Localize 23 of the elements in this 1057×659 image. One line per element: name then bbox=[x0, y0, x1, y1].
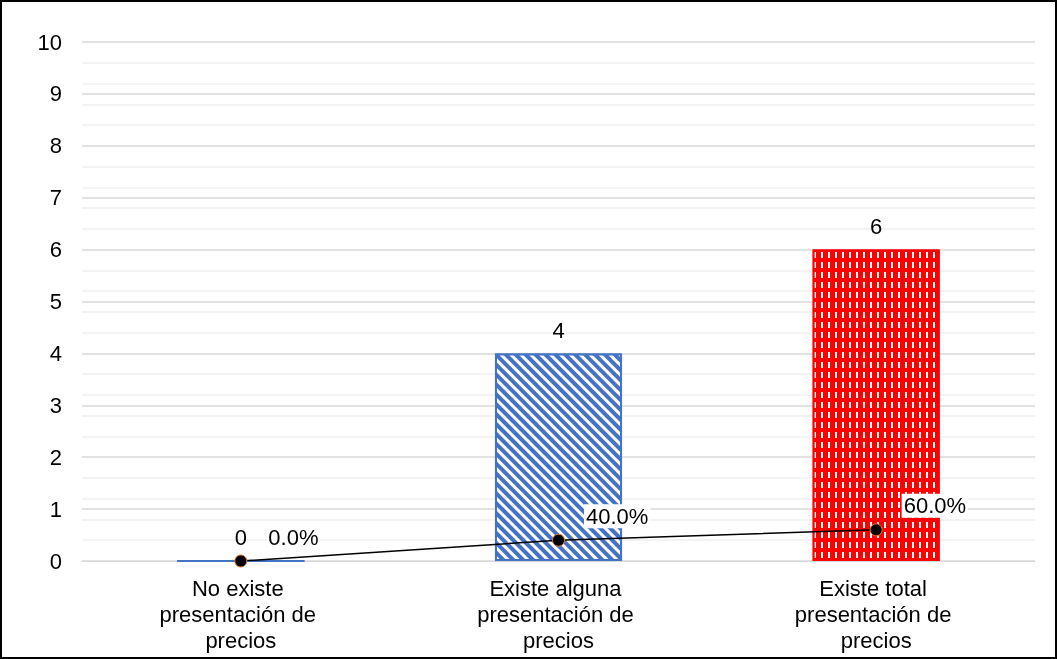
y-tick-label: 6 bbox=[49, 237, 62, 263]
y-tick-label: 0 bbox=[49, 548, 62, 574]
y-tick-label: 10 bbox=[37, 29, 62, 55]
point bbox=[552, 533, 565, 547]
data-label: 40.0% bbox=[586, 503, 649, 529]
y-tick-label: 4 bbox=[49, 340, 62, 366]
data-label: 0.0% bbox=[268, 524, 319, 550]
x-tick-label: Existe total presentación de precios bbox=[794, 575, 958, 653]
y-tick-label: 5 bbox=[49, 289, 62, 314]
y-tick-label: 2 bbox=[49, 444, 62, 470]
y-tick-label: 7 bbox=[49, 185, 62, 211]
y-tick-label: 1 bbox=[49, 496, 62, 522]
data-label: 0 bbox=[234, 524, 247, 550]
data-label: 60.0% bbox=[903, 493, 967, 519]
x-tick-label: Existe alguna presentación de precios bbox=[477, 575, 640, 653]
y-tick-label: 8 bbox=[49, 133, 62, 159]
x-tick-label: No existe presentación de precios bbox=[159, 575, 323, 653]
y-tick-label: 3 bbox=[49, 392, 62, 418]
point bbox=[869, 523, 883, 537]
data-label: 6 bbox=[870, 214, 883, 240]
point bbox=[234, 554, 248, 568]
data-label: 4 bbox=[552, 317, 565, 343]
y-tick-label: 9 bbox=[49, 81, 62, 107]
